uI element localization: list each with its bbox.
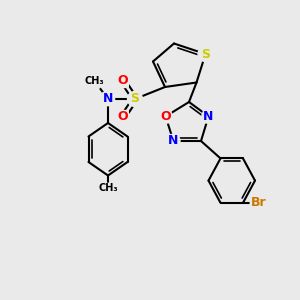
Circle shape [116, 74, 130, 88]
Circle shape [198, 46, 213, 62]
Circle shape [250, 194, 267, 211]
Text: Br: Br [251, 196, 266, 209]
Circle shape [116, 110, 130, 124]
Text: CH₃: CH₃ [85, 76, 104, 86]
Circle shape [128, 92, 142, 106]
Circle shape [167, 134, 180, 148]
Circle shape [159, 110, 172, 123]
Circle shape [202, 110, 215, 123]
Text: N: N [203, 110, 214, 123]
Text: O: O [118, 74, 128, 88]
Circle shape [101, 92, 115, 106]
Text: O: O [118, 110, 128, 124]
Text: O: O [160, 110, 171, 123]
Text: CH₃: CH₃ [98, 183, 118, 193]
Text: N: N [103, 92, 113, 106]
Circle shape [86, 73, 103, 89]
Text: N: N [168, 134, 178, 148]
Text: S: S [201, 47, 210, 61]
Text: S: S [130, 92, 140, 106]
